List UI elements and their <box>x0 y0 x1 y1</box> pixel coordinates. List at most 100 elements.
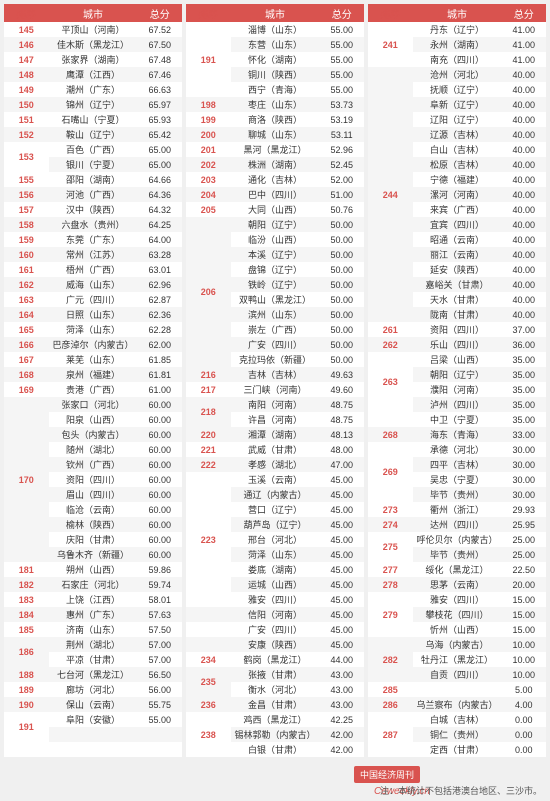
city-cell: 永州（湖南） <box>413 37 502 52</box>
header-score: 总分 <box>320 4 365 22</box>
header-rank: 排序 <box>368 4 413 22</box>
city-cell: 朝阳（辽宁） <box>413 367 502 382</box>
rank-cell: 159 <box>4 232 49 247</box>
rank-cell: 268 <box>368 427 413 442</box>
table-row: 282乌海（内蒙古）10.00 <box>368 637 546 652</box>
score-cell: 0.00 <box>502 742 547 757</box>
table-row: 275呼伦贝尔（内蒙古）25.00 <box>368 532 546 547</box>
score-cell: 40.00 <box>502 202 547 217</box>
city-cell: 莱芜（山东） <box>49 352 138 367</box>
score-cell: 40.00 <box>502 157 547 172</box>
city-cell: 平凉（甘肃） <box>49 652 138 667</box>
table-row: 269承德（河北）30.00 <box>368 442 546 457</box>
score-cell: 43.00 <box>320 667 365 682</box>
table-row: 183上饶（江西）58.01 <box>4 592 182 607</box>
header-rank: 排序 <box>186 4 231 22</box>
city-cell: 沧州（河北） <box>413 67 502 82</box>
table-row: 217三门峡（河南）49.60 <box>186 382 364 397</box>
score-cell: 48.75 <box>320 412 365 427</box>
rank-cell: 149 <box>4 82 49 97</box>
city-cell: 廊坊（河北） <box>49 682 138 697</box>
score-cell: 50.00 <box>320 247 365 262</box>
city-cell: 铁岭（辽宁） <box>231 277 320 292</box>
score-cell: 41.00 <box>502 52 547 67</box>
rank-cell: 202 <box>186 157 231 172</box>
city-cell: 承德（河北） <box>413 442 502 457</box>
score-cell: 60.00 <box>138 532 183 547</box>
score-cell: 60.00 <box>138 442 183 457</box>
table-row: 167莱芜（山东）61.85 <box>4 352 182 367</box>
table-row: 164日照（山东）62.36 <box>4 307 182 322</box>
city-cell: 毕节（贵州） <box>413 547 502 562</box>
score-cell: 64.00 <box>138 232 183 247</box>
rank-cell: 223 <box>186 472 231 607</box>
city-cell: 攀枝花（四川） <box>413 607 502 622</box>
table-row: 146佳木斯（黑龙江）67.50 <box>4 37 182 52</box>
city-cell: 鞍山（辽宁） <box>49 127 138 142</box>
city-cell: 张掖（甘肃） <box>231 667 320 682</box>
city-cell: 乌海（内蒙古） <box>413 637 502 652</box>
table-row: 158六盘水（贵州）64.25 <box>4 217 182 232</box>
city-cell: 孝感（湖北） <box>231 457 320 472</box>
score-cell: 42.00 <box>320 727 365 742</box>
rank-cell: 279 <box>368 592 413 637</box>
score-cell: 49.63 <box>320 367 365 382</box>
score-cell: 22.50 <box>502 562 547 577</box>
header-city: 城市 <box>231 4 320 22</box>
score-cell: 55.00 <box>320 52 365 67</box>
city-cell: 来宾（广西） <box>413 202 502 217</box>
city-cell: 自贡（四川） <box>413 667 502 682</box>
city-cell: 丽江（云南） <box>413 247 502 262</box>
city-cell: 东莞（广东） <box>49 232 138 247</box>
score-cell: 55.00 <box>320 67 365 82</box>
score-cell: 50.00 <box>320 217 365 232</box>
table-row: 153百色（广西）65.00 <box>4 142 182 157</box>
score-cell: 40.00 <box>502 262 547 277</box>
score-cell: 30.00 <box>502 472 547 487</box>
rank-cell: 183 <box>4 592 49 607</box>
score-cell: 0.00 <box>502 712 547 727</box>
score-cell: 67.50 <box>138 37 183 52</box>
score-cell: 65.97 <box>138 97 183 112</box>
rank-cell: 269 <box>368 442 413 502</box>
score-cell: 45.00 <box>320 517 365 532</box>
city-cell: 梧州（广西） <box>49 262 138 277</box>
city-cell: 濮阳（河南） <box>413 382 502 397</box>
rank-cell: 287 <box>368 712 413 757</box>
score-cell: 52.96 <box>320 142 365 157</box>
city-cell: 通化（吉林） <box>231 172 320 187</box>
table-row: 199商洛（陕西）53.19 <box>186 112 364 127</box>
city-cell: 锦州（辽宁） <box>49 97 138 112</box>
city-cell: 资阳（四川） <box>49 472 138 487</box>
city-cell: 天水（甘肃） <box>413 292 502 307</box>
city-cell: 吕梁（山西） <box>413 352 502 367</box>
city-cell: 昭通（云南） <box>413 232 502 247</box>
city-cell: 阜新（辽宁） <box>413 97 502 112</box>
city-cell: 雅安（四川） <box>413 592 502 607</box>
score-cell: 45.00 <box>320 502 365 517</box>
rank-cell: 157 <box>4 202 49 217</box>
score-cell: 60.00 <box>138 517 183 532</box>
rank-cell: 158 <box>4 217 49 232</box>
table-row: 155邵阳（湖南）64.66 <box>4 172 182 187</box>
score-cell: 63.01 <box>138 262 183 277</box>
city-cell: 忻州（山西） <box>413 622 502 637</box>
city-cell: 临沧（云南） <box>49 502 138 517</box>
score-cell: 5.00 <box>502 682 547 697</box>
score-cell: 67.46 <box>138 67 183 82</box>
city-cell: 娄底（湖南） <box>231 562 320 577</box>
footer: 中国经济周刊 Ceweekly.cn 注：本统计不包括港澳台地区、三沙市。 <box>0 761 550 801</box>
table-row: 160常州（江苏）63.28 <box>4 247 182 262</box>
score-cell: 56.00 <box>138 682 183 697</box>
score-cell: 63.28 <box>138 247 183 262</box>
rank-cell: 153 <box>4 142 49 172</box>
rank-cell: 244 <box>368 67 413 322</box>
city-cell: 克拉玛依（新疆） <box>231 352 320 367</box>
table-row: 244沧州（河北）40.00 <box>368 67 546 82</box>
table-row: 286乌兰察布（内蒙古）4.00 <box>368 697 546 712</box>
score-cell: 15.00 <box>502 607 547 622</box>
city-cell: 巴中（四川） <box>231 187 320 202</box>
city-cell: 白银（甘肃） <box>231 742 320 757</box>
score-cell: 44.00 <box>320 652 365 667</box>
score-cell: 60.00 <box>138 472 183 487</box>
